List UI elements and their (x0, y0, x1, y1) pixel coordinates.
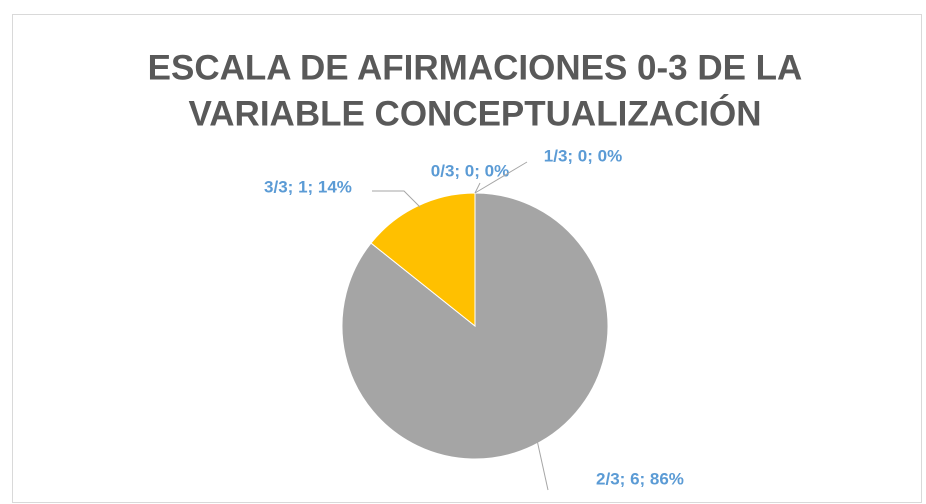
data-label: 0/3; 0; 0% (431, 161, 509, 180)
data-label: 1/3; 0; 0% (544, 146, 622, 165)
leader-line (536, 439, 549, 491)
chart-title: VARIABLE CONCEPTUALIZACIÓN (189, 93, 762, 133)
leader-line (474, 161, 528, 194)
chart-title: ESCALA DE AFIRMACIONES 0-3 DE LA (148, 48, 803, 87)
leader-line (474, 182, 481, 194)
leader-line (372, 190, 421, 208)
data-label: 3/3; 1; 14% (264, 177, 352, 196)
pie-slice (370, 192, 476, 328)
data-label: 2/3; 6; 86% (596, 469, 684, 488)
